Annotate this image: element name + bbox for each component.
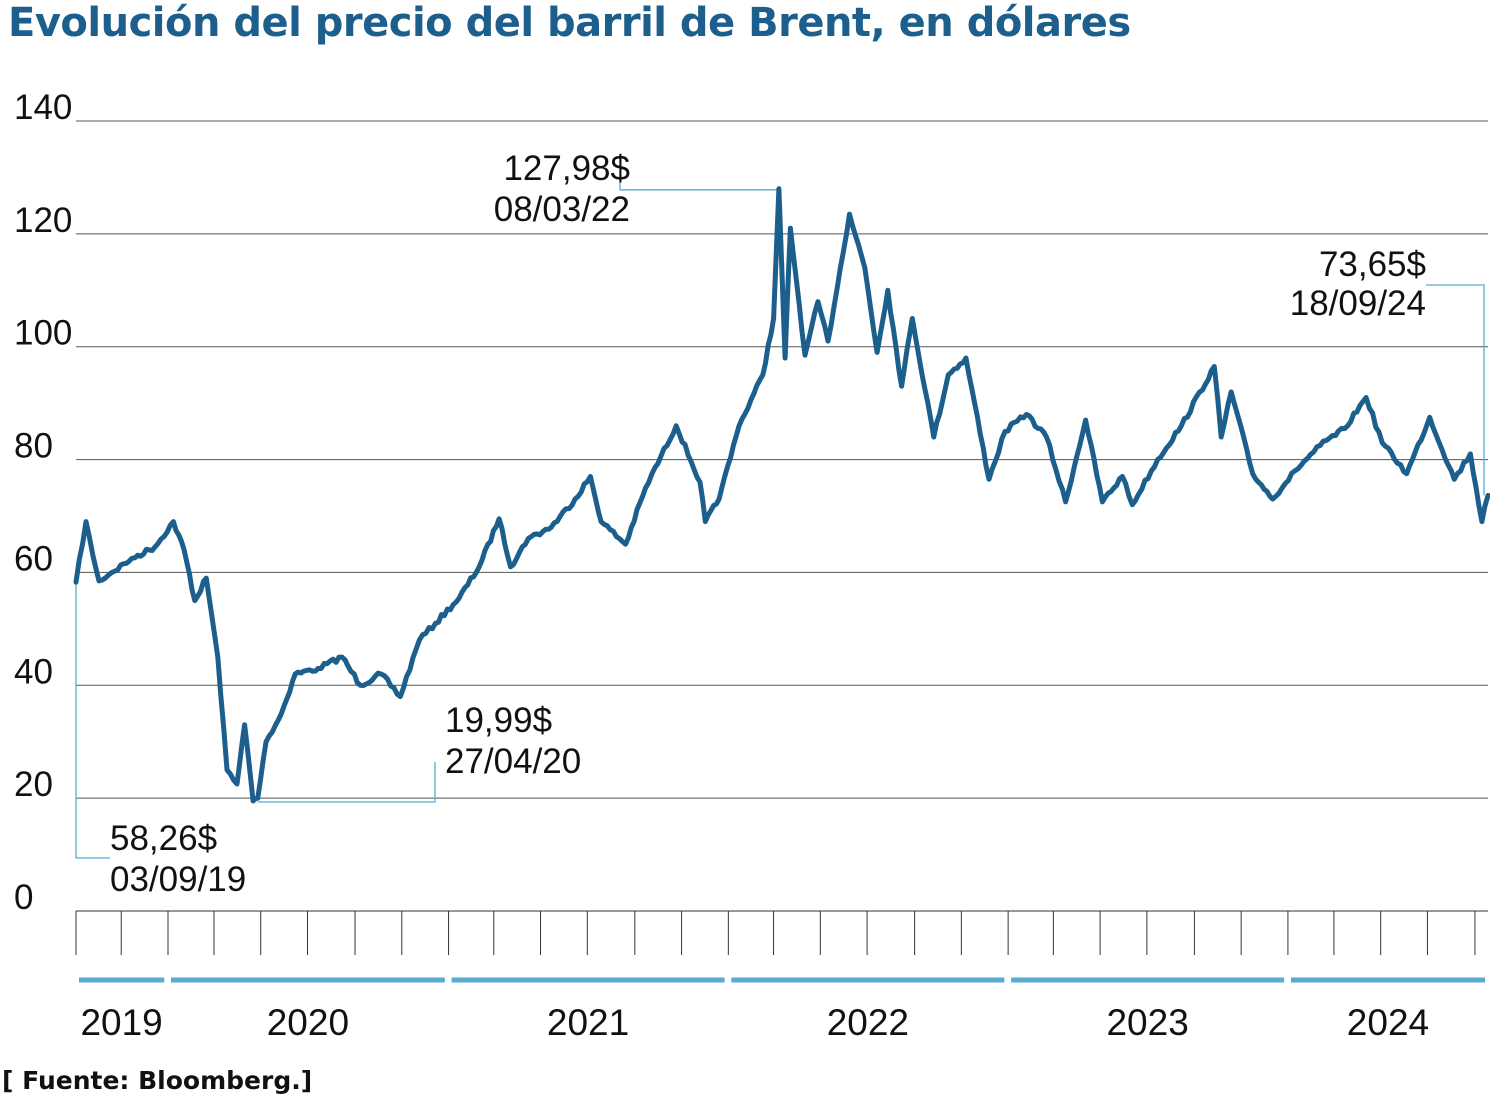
price-line [73,186,1490,804]
annotation-date-end: 18/09/24 [1290,284,1426,323]
annotation-guides [75,182,1485,859]
y-axis-ticks: 0 20 40 60 80 100 120 140 [14,88,72,917]
year-label-2024: 2024 [1347,1002,1429,1043]
price-line-layer [73,186,1490,804]
annotation-value-end: 73,65$ [1319,245,1426,284]
annotation-value-min: 19,99$ [445,701,552,740]
guide-start [75,582,110,859]
annotation-value-start: 58,26$ [110,819,217,858]
y-tick-label-60: 60 [14,539,53,578]
chart-title: Evolución del precio del barril de Brent… [8,0,1131,46]
annotation-value-max: 127,98$ [503,149,630,188]
y-tick-label-100: 100 [14,314,72,353]
year-label-2019: 2019 [80,1002,162,1043]
y-tick-label-20: 20 [14,765,53,804]
annotation-date-max: 08/03/22 [494,190,630,229]
guide-min [257,762,436,803]
y-tick-label-140: 140 [14,88,72,127]
annotation-date-min: 27/04/20 [445,742,581,781]
grid-layer [76,120,1488,912]
x-axis: 2019 2020 2021 2022 2023 2024 [75,911,1485,1043]
year-label-2023: 2023 [1106,1002,1188,1043]
y-tick-label-120: 120 [14,201,72,240]
y-tick-label-40: 40 [14,652,53,691]
annotation-date-start: 03/09/19 [110,860,246,899]
y-tick-label-0: 0 [14,878,33,917]
y-tick-label-80: 80 [14,427,53,466]
guide-max [619,182,779,191]
year-label-2022: 2022 [827,1002,909,1043]
year-label-2021: 2021 [547,1002,629,1043]
guide-end [1426,284,1485,496]
year-label-2020: 2020 [267,1002,349,1043]
annotation-labels: 58,26$03/09/19 19,99$27/04/20 127,98$08/03… [110,149,1426,899]
source-note: [ Fuente: Bloomberg.] [2,1066,313,1095]
